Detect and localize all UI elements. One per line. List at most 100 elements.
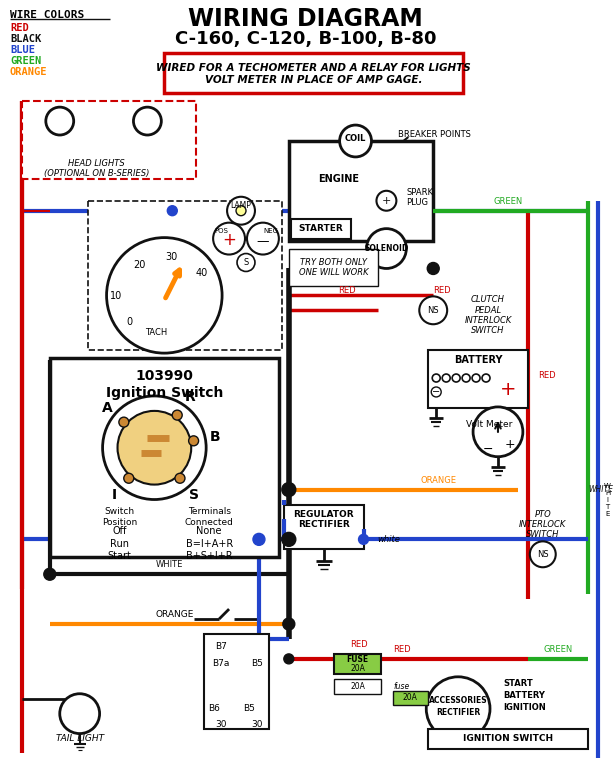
- Text: I: I: [112, 488, 117, 502]
- Text: NEG: NEG: [263, 227, 278, 233]
- Text: S: S: [189, 488, 199, 502]
- Text: RED: RED: [338, 286, 356, 295]
- Text: SOLENOID: SOLENOID: [364, 244, 408, 253]
- Circle shape: [426, 677, 490, 740]
- Text: 103990: 103990: [136, 369, 193, 383]
- Text: NS: NS: [537, 550, 548, 559]
- Text: 40: 40: [196, 269, 208, 279]
- Text: TAIL LIGHT: TAIL LIGHT: [56, 734, 104, 743]
- Bar: [289, 249, 378, 286]
- Text: B+S+I+R: B+S+I+R: [186, 551, 233, 561]
- Circle shape: [431, 387, 441, 397]
- Text: Off: Off: [112, 526, 126, 536]
- Text: 20: 20: [133, 260, 146, 270]
- Text: START: START: [503, 679, 533, 688]
- Text: STARTER: STARTER: [298, 224, 343, 233]
- Text: −: −: [432, 387, 440, 397]
- Circle shape: [119, 417, 129, 427]
- Text: 20A: 20A: [403, 694, 418, 702]
- Bar: [428, 350, 528, 408]
- Text: IGNITION SWITCH: IGNITION SWITCH: [463, 734, 553, 743]
- Text: 0: 0: [126, 317, 133, 327]
- Bar: [289, 141, 433, 240]
- Text: B5: B5: [243, 704, 255, 713]
- Circle shape: [452, 374, 460, 382]
- Text: TACH: TACH: [146, 328, 168, 336]
- Text: S: S: [243, 258, 249, 267]
- Text: white: white: [377, 535, 400, 545]
- Text: fuse: fuse: [394, 682, 410, 691]
- Text: BLUE: BLUE: [10, 45, 35, 55]
- Circle shape: [103, 396, 206, 499]
- Circle shape: [282, 482, 296, 497]
- Circle shape: [359, 535, 368, 545]
- Text: GREEN: GREEN: [10, 56, 41, 66]
- Text: B7: B7: [215, 642, 227, 651]
- Circle shape: [188, 436, 198, 445]
- Circle shape: [60, 694, 99, 733]
- Bar: [50, 358, 279, 558]
- Text: —: —: [257, 235, 269, 248]
- Text: WHITE: WHITE: [588, 485, 613, 494]
- Text: Start: Start: [107, 551, 131, 561]
- Text: WIRING DIAGRAM: WIRING DIAGRAM: [188, 8, 423, 31]
- Text: TRY BOTH ONLY
ONE WILL WORK: TRY BOTH ONLY ONE WILL WORK: [299, 258, 368, 277]
- Circle shape: [247, 223, 279, 254]
- Circle shape: [427, 263, 439, 274]
- Bar: [88, 200, 282, 350]
- Text: B6: B6: [208, 704, 220, 713]
- Text: RED: RED: [394, 645, 411, 654]
- Bar: [333, 679, 381, 694]
- Circle shape: [236, 206, 246, 216]
- Circle shape: [472, 374, 480, 382]
- Bar: [165, 53, 463, 93]
- Circle shape: [432, 374, 440, 382]
- Text: NS: NS: [427, 306, 439, 315]
- Circle shape: [227, 197, 255, 225]
- Text: BREAKER POINTS: BREAKER POINTS: [398, 130, 472, 138]
- Text: R: R: [184, 390, 195, 404]
- Text: Terminals
Connected: Terminals Connected: [185, 508, 233, 527]
- Text: 20A: 20A: [350, 682, 365, 691]
- Text: RED: RED: [10, 24, 29, 34]
- Circle shape: [367, 229, 406, 269]
- Bar: [284, 505, 363, 549]
- Text: POS: POS: [214, 227, 228, 233]
- Bar: [428, 729, 588, 749]
- Circle shape: [133, 107, 161, 135]
- Text: GREEN: GREEN: [543, 645, 572, 654]
- Text: B: B: [210, 430, 220, 444]
- Circle shape: [482, 374, 490, 382]
- Circle shape: [213, 223, 245, 254]
- Text: RED: RED: [538, 370, 556, 379]
- Text: 20A: 20A: [350, 664, 365, 674]
- Text: C-160, C-120, B-100, B-80: C-160, C-120, B-100, B-80: [175, 31, 437, 48]
- Text: None: None: [196, 526, 222, 536]
- Circle shape: [117, 411, 191, 485]
- Text: +: +: [500, 380, 516, 399]
- Text: WIRE COLORS: WIRE COLORS: [10, 9, 84, 19]
- Circle shape: [124, 473, 134, 483]
- Text: PTO
INTERLOCK
SWITCH: PTO INTERLOCK SWITCH: [519, 509, 567, 539]
- Text: RED: RED: [350, 640, 367, 649]
- Circle shape: [284, 654, 294, 664]
- Text: Volt Meter: Volt Meter: [466, 420, 513, 429]
- Circle shape: [462, 374, 470, 382]
- Circle shape: [237, 253, 255, 271]
- Bar: [22, 101, 196, 179]
- Text: RECTIFIER: RECTIFIER: [436, 708, 480, 717]
- Text: ENGINE: ENGINE: [318, 174, 359, 184]
- Circle shape: [442, 374, 450, 382]
- Circle shape: [168, 206, 177, 216]
- Circle shape: [340, 125, 371, 157]
- Text: W
H
I
T
E: W H I T E: [604, 482, 611, 517]
- Text: BATTERY: BATTERY: [454, 355, 502, 365]
- Text: B5: B5: [251, 660, 263, 668]
- Bar: [394, 690, 428, 705]
- Text: 30: 30: [165, 252, 177, 262]
- Text: BLACK: BLACK: [10, 35, 41, 45]
- Circle shape: [44, 568, 56, 580]
- Circle shape: [175, 473, 185, 483]
- Text: WHITE: WHITE: [155, 560, 183, 569]
- Text: SPARK
PLUG: SPARK PLUG: [406, 188, 433, 207]
